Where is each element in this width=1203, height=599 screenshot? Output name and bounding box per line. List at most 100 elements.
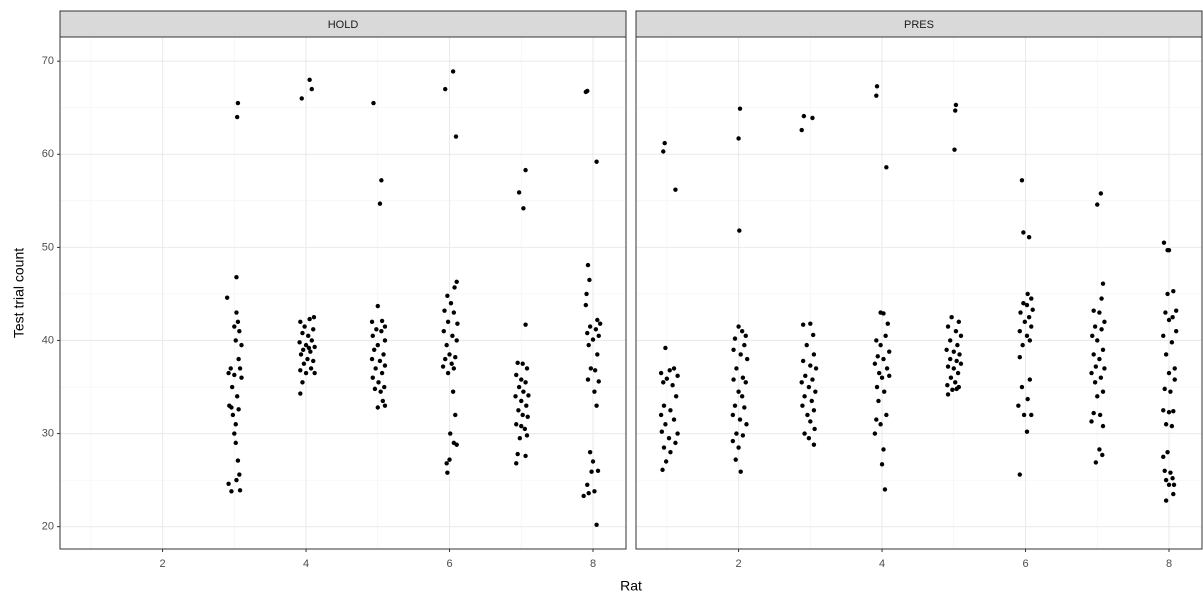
point [584,291,589,297]
point [948,338,953,343]
point [1166,247,1172,253]
point [382,324,388,329]
panel-background [60,37,626,549]
point [803,373,808,379]
point [370,333,375,339]
point [805,412,810,418]
point [382,384,387,390]
point [1090,333,1095,339]
point [1098,375,1104,380]
point [813,389,818,394]
point [235,458,241,463]
point [521,389,526,394]
point [874,417,879,422]
point [730,438,736,444]
point [311,327,316,332]
point [739,328,745,334]
point [589,469,594,474]
point [810,377,815,382]
point [230,412,236,418]
point [1025,291,1030,297]
point [671,366,677,371]
point [661,403,667,408]
point [234,274,239,280]
point [229,405,234,410]
point [587,324,593,329]
point [234,394,240,399]
point [596,333,601,339]
point [881,311,886,316]
point [516,408,521,413]
point [876,398,881,404]
point [737,417,743,422]
point [226,370,231,376]
point [731,347,736,352]
point [744,356,750,362]
point [734,366,739,371]
point [375,342,380,348]
point [374,327,379,332]
point [1100,347,1106,352]
point [226,481,231,487]
point [1163,352,1169,357]
point [1100,389,1106,394]
point [808,419,813,424]
point [1021,230,1026,235]
point [1093,364,1099,369]
point [740,375,746,380]
point [954,386,959,392]
point [377,201,383,206]
point [945,392,951,397]
point [1020,342,1025,348]
point [519,398,524,404]
point [667,368,672,373]
point [1165,449,1170,455]
point [1168,389,1173,394]
y-axis-title: Test trial count [11,248,27,338]
point [233,338,238,343]
point [379,370,385,376]
point [953,108,958,113]
point [516,190,522,195]
point [1100,281,1106,286]
point [382,363,388,368]
point [1099,327,1104,332]
point [299,96,304,101]
point [236,407,241,412]
point [799,380,804,385]
point [453,134,459,139]
point [800,358,806,364]
point [453,412,458,418]
point [948,356,953,362]
x-tick-label: 6 [446,558,452,570]
point [1168,470,1173,475]
point [1030,307,1035,312]
point [1097,310,1102,315]
point [742,405,747,410]
point [1095,202,1100,207]
point [516,384,522,390]
point [455,321,460,326]
point [810,115,815,121]
point [1171,491,1176,497]
point [1093,460,1099,465]
point [1098,191,1104,196]
point [801,113,807,119]
point [445,319,451,325]
point [1017,472,1022,477]
point [235,100,241,106]
point [447,352,452,357]
point [876,370,882,376]
point [308,349,313,354]
point [525,414,530,420]
point [444,342,449,348]
point [382,338,388,343]
point [1021,412,1027,418]
x-tick-label: 8 [1166,558,1172,570]
point [658,370,664,376]
point [811,442,817,447]
point [1026,315,1032,320]
point [450,389,456,394]
point [806,384,812,390]
